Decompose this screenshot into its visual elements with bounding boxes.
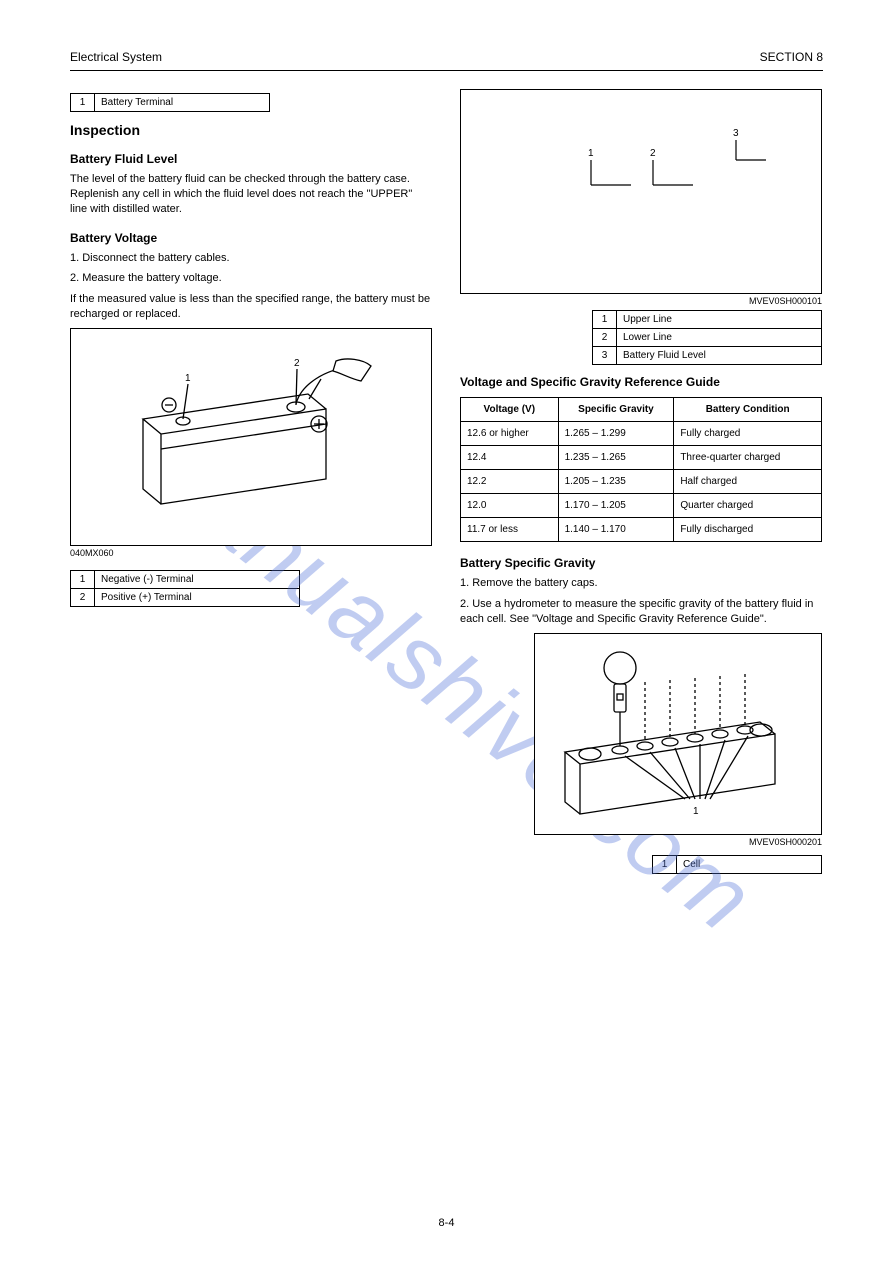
paragraph: The level of the battery fluid can be ch… <box>70 172 432 217</box>
figure-hydrometer: 1 <box>534 633 822 835</box>
legend-cell: 1 Cell <box>652 855 822 874</box>
table-row: 1 Battery Terminal <box>71 94 270 112</box>
page-header: Electrical System SECTION 8 <box>70 50 823 70</box>
table-row: 1Upper Line <box>593 311 822 329</box>
hydrometer-illustration: 1 <box>535 634 823 836</box>
col-header: Specific Gravity <box>558 398 674 422</box>
svg-text:2: 2 <box>294 358 300 369</box>
section-title-inspection: Inspection <box>70 122 432 138</box>
header-rule <box>70 70 823 71</box>
figure-caption: MVEV0SH000201 <box>534 837 822 847</box>
svg-text:3: 3 <box>733 128 739 139</box>
battery-probe-illustration: 1 2 <box>71 329 433 547</box>
paragraph: If the measured value is less than the s… <box>70 292 432 322</box>
legend-value: Cell <box>677 855 822 873</box>
legend-value: Positive (+) Terminal <box>95 588 300 606</box>
subtitle-battery-voltage: Battery Voltage <box>70 231 432 245</box>
table-row: 2 Positive (+) Terminal <box>71 588 300 606</box>
step: 2. Use a hydrometer to measure the speci… <box>460 597 822 627</box>
step: 1. Disconnect the battery cables. <box>70 251 432 266</box>
table-row: 1 Negative (-) Terminal <box>71 570 300 588</box>
figure-battery-levels: 1 2 3 <box>460 89 822 294</box>
step: 1. Remove the battery caps. <box>460 576 822 591</box>
table-row: 11.7 or less1.140 – 1.170Fully discharge… <box>461 518 822 542</box>
legend-key: 2 <box>71 588 95 606</box>
figure-caption: 040MX060 <box>70 548 432 558</box>
reference-guide-table: Voltage (V) Specific Gravity Battery Con… <box>460 397 822 542</box>
left-column: 1 Battery Terminal Inspection Battery Fl… <box>70 89 432 884</box>
svg-text:1: 1 <box>693 806 699 817</box>
subtitle-specific-gravity: Battery Specific Gravity <box>460 556 822 570</box>
page: manualshive.com Electrical System SECTIO… <box>0 0 893 1263</box>
battery-levels-illustration: 1 2 3 <box>461 90 823 295</box>
svg-text:1: 1 <box>588 148 594 159</box>
page-footer: 8-4 <box>70 1217 823 1229</box>
table-row: 3Battery Fluid Level <box>593 347 822 365</box>
legend-levels: 1Upper Line 2Lower Line 3Battery Fluid L… <box>592 310 822 365</box>
table-row: 12.6 or higher1.265 – 1.299Fully charged <box>461 422 822 446</box>
table-row: 12.01.170 – 1.205Quarter charged <box>461 494 822 518</box>
table-header-row: Voltage (V) Specific Gravity Battery Con… <box>461 398 822 422</box>
table-row: 12.41.235 – 1.265Three-quarter charged <box>461 446 822 470</box>
legend-key: 1 <box>71 570 95 588</box>
header-left: Electrical System <box>70 50 162 64</box>
legend-value: Battery Terminal <box>95 94 270 112</box>
col-header: Battery Condition <box>674 398 822 422</box>
legend-key: 1 <box>71 94 95 112</box>
subtitle-fluid-level: Battery Fluid Level <box>70 152 432 166</box>
figure-battery-probe: 1 2 <box>70 328 432 546</box>
table-row: 2Lower Line <box>593 329 822 347</box>
legend-key: 1 <box>653 855 677 873</box>
svg-text:2: 2 <box>650 148 656 159</box>
two-columns: 1 Battery Terminal Inspection Battery Fl… <box>70 89 823 884</box>
table-row: 12.21.205 – 1.235Half charged <box>461 470 822 494</box>
legend-terminals: 1 Negative (-) Terminal 2 Positive (+) T… <box>70 570 300 607</box>
header-right: SECTION 8 <box>760 50 823 64</box>
legend-value: Negative (-) Terminal <box>95 570 300 588</box>
table-row: 1 Cell <box>653 855 822 873</box>
step: 2. Measure the battery voltage. <box>70 271 432 286</box>
figure-caption: MVEV0SH000101 <box>460 296 822 306</box>
svg-text:1: 1 <box>185 373 191 384</box>
col-header: Voltage (V) <box>461 398 559 422</box>
guide-title: Voltage and Specific Gravity Reference G… <box>460 375 822 389</box>
legend-battery-terminal: 1 Battery Terminal <box>70 93 270 112</box>
right-column: 1 2 3 MVEV0SH000101 1Upper Line 2Lower L… <box>460 89 822 884</box>
